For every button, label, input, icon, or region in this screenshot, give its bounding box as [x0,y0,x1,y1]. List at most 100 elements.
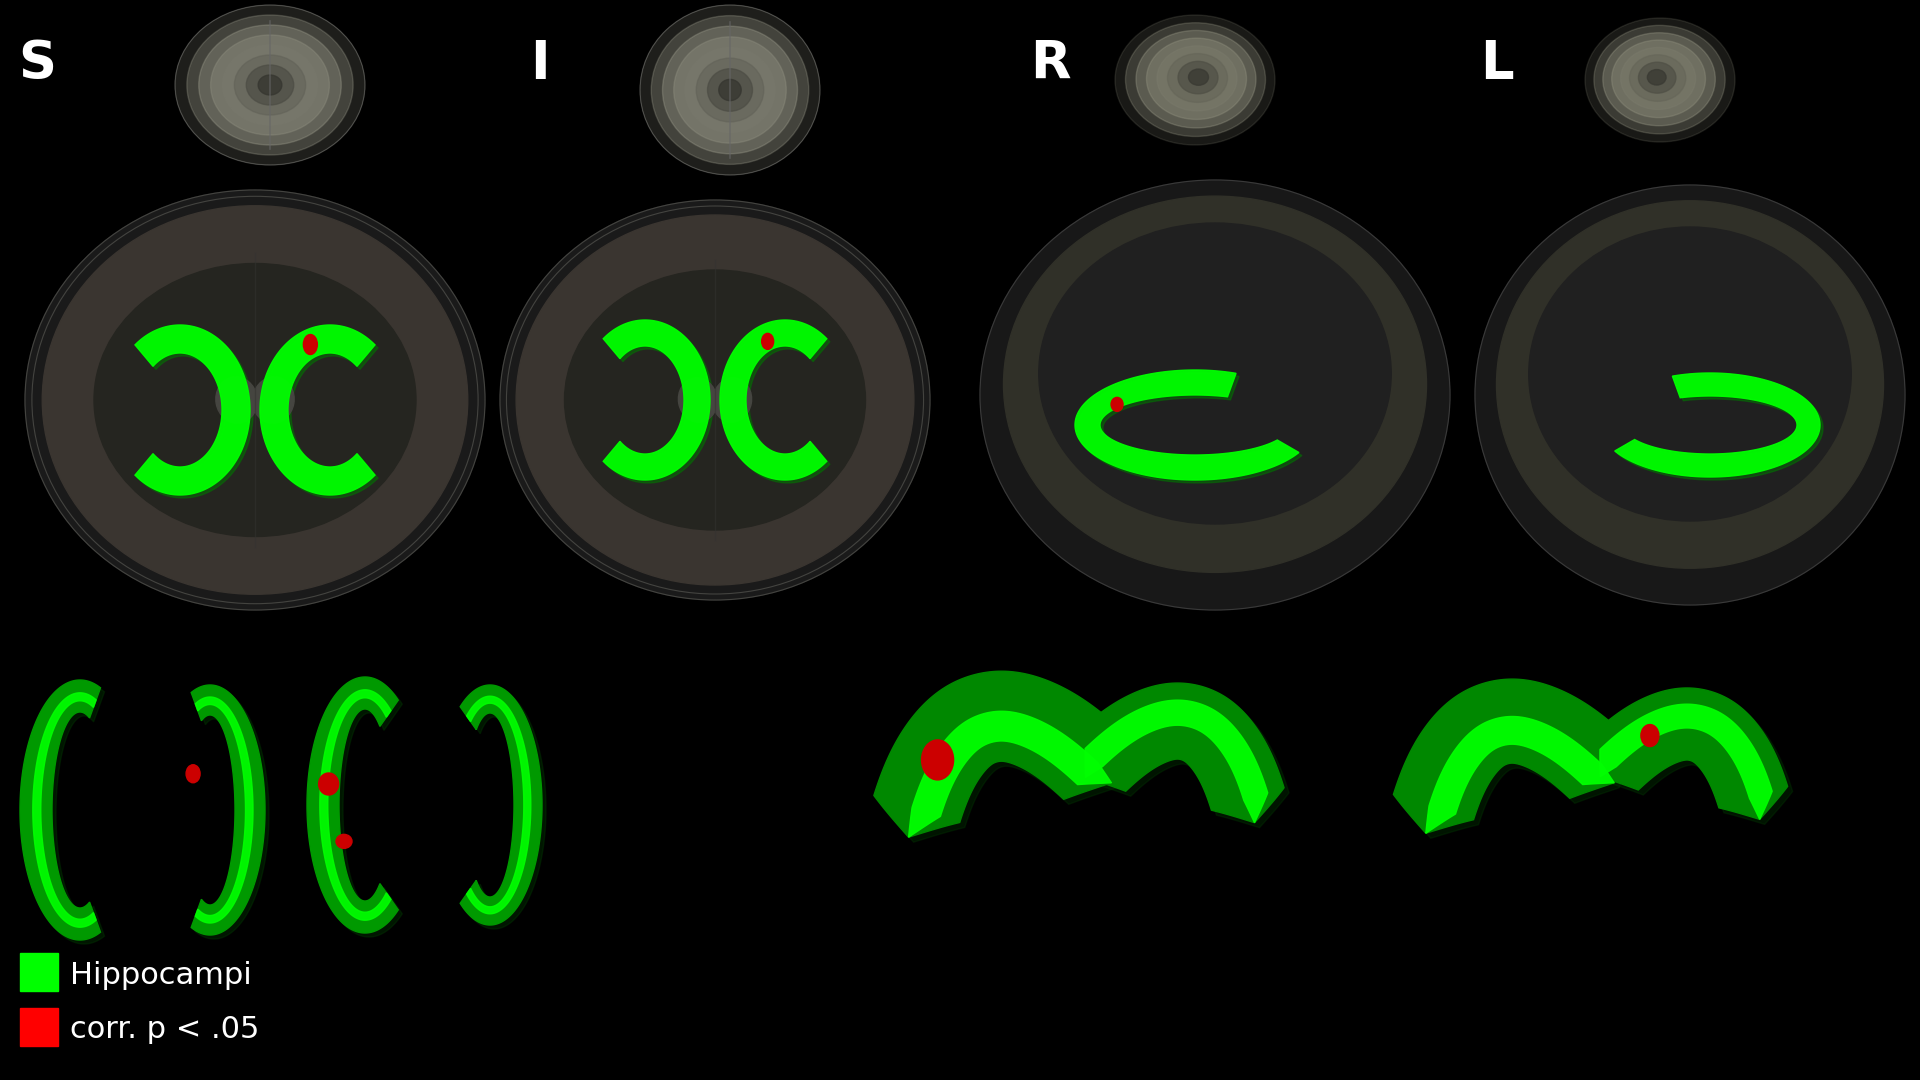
Polygon shape [1599,704,1772,820]
Polygon shape [467,697,530,914]
Ellipse shape [697,58,764,122]
Polygon shape [724,323,829,483]
Polygon shape [1079,688,1288,827]
Polygon shape [321,690,392,920]
Ellipse shape [1112,397,1123,411]
Ellipse shape [678,378,718,422]
Ellipse shape [707,69,753,111]
Ellipse shape [94,264,417,537]
Ellipse shape [253,377,294,423]
Text: S: S [17,38,56,90]
Polygon shape [1590,688,1788,820]
Ellipse shape [1137,30,1256,127]
Ellipse shape [1638,63,1676,93]
Ellipse shape [42,206,468,594]
Polygon shape [311,681,403,937]
Polygon shape [607,323,712,483]
Ellipse shape [1146,38,1246,120]
Polygon shape [1398,684,1632,838]
Ellipse shape [718,79,741,100]
Ellipse shape [1125,23,1265,136]
Text: L: L [1480,38,1513,90]
Ellipse shape [1528,227,1851,521]
Polygon shape [19,680,100,940]
Ellipse shape [564,270,866,530]
Ellipse shape [1167,54,1227,103]
Ellipse shape [257,75,282,95]
Polygon shape [603,320,710,480]
Polygon shape [1085,700,1267,823]
Bar [19,1008,58,1047]
Ellipse shape [762,334,774,349]
Polygon shape [196,689,269,939]
Ellipse shape [186,15,353,156]
Ellipse shape [922,740,954,780]
Ellipse shape [1188,69,1208,85]
Text: I: I [530,38,549,90]
Text: Hippocampi: Hippocampi [69,960,252,989]
Ellipse shape [979,180,1450,610]
Text: corr. p < .05: corr. p < .05 [69,1015,259,1044]
Ellipse shape [319,773,338,795]
Polygon shape [1075,370,1300,480]
Polygon shape [720,320,828,480]
Ellipse shape [712,378,751,422]
Ellipse shape [1179,62,1217,94]
Text: R: R [1029,38,1071,90]
Ellipse shape [303,335,317,354]
Ellipse shape [674,37,787,144]
Bar [19,953,58,991]
Ellipse shape [1158,45,1236,111]
Polygon shape [1619,376,1822,480]
Ellipse shape [223,45,317,125]
Ellipse shape [215,377,257,423]
Ellipse shape [662,26,797,153]
Ellipse shape [1475,185,1905,605]
Ellipse shape [499,200,929,600]
Polygon shape [1594,693,1793,824]
Polygon shape [196,697,253,923]
Polygon shape [1077,373,1302,483]
Polygon shape [874,671,1125,837]
Polygon shape [192,685,265,935]
Polygon shape [1394,679,1628,834]
Polygon shape [138,328,253,498]
Ellipse shape [1647,69,1667,85]
Ellipse shape [1586,18,1736,141]
Ellipse shape [1620,48,1695,109]
Ellipse shape [639,5,820,175]
Polygon shape [259,325,374,495]
Ellipse shape [211,35,330,135]
Ellipse shape [651,15,808,164]
Ellipse shape [516,215,914,585]
Ellipse shape [685,48,776,133]
Polygon shape [134,325,250,495]
Ellipse shape [1004,197,1427,572]
Polygon shape [25,684,104,944]
Polygon shape [307,677,397,933]
Ellipse shape [1603,32,1715,125]
Ellipse shape [1039,222,1392,524]
Ellipse shape [1496,201,1884,568]
Polygon shape [1615,373,1820,477]
Polygon shape [1427,716,1615,834]
Ellipse shape [336,835,351,849]
Polygon shape [1073,683,1284,823]
Ellipse shape [175,5,365,165]
Ellipse shape [1611,40,1705,118]
Polygon shape [461,685,541,924]
Ellipse shape [186,765,200,783]
Ellipse shape [1630,55,1686,102]
Polygon shape [263,328,378,498]
Ellipse shape [234,55,305,114]
Ellipse shape [200,25,342,145]
Ellipse shape [246,65,294,105]
Polygon shape [33,692,96,928]
Ellipse shape [1116,15,1275,145]
Polygon shape [908,712,1112,837]
Ellipse shape [25,190,486,610]
Ellipse shape [1594,25,1726,134]
Ellipse shape [1642,725,1659,746]
Polygon shape [465,689,545,929]
Polygon shape [879,676,1131,842]
